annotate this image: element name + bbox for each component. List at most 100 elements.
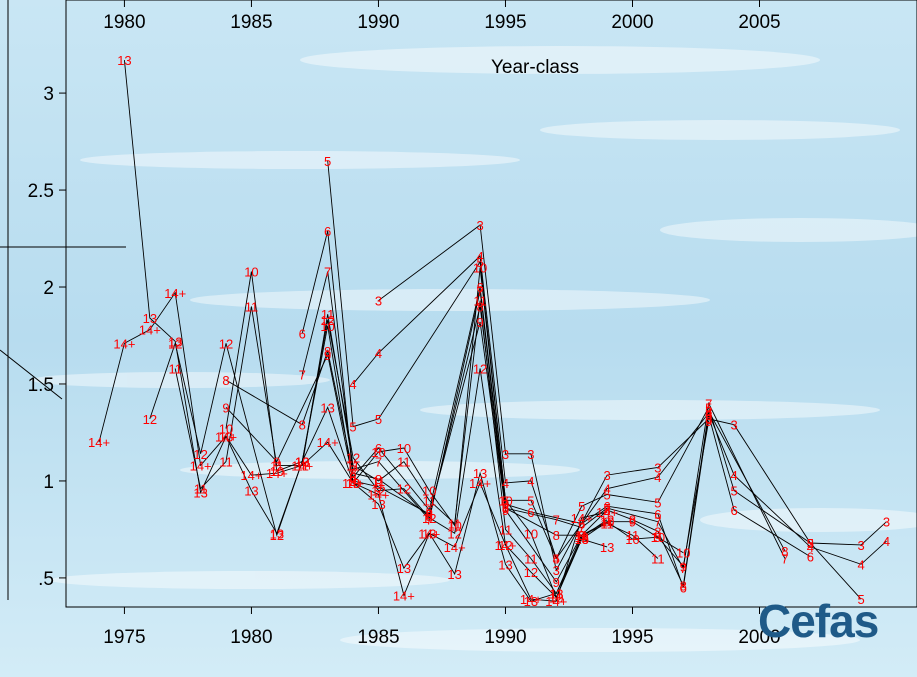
top-tick-label: 1995 [484,12,526,33]
y-tick-label: 2 [43,278,54,299]
point-label: 11 [245,299,259,314]
point-label: 14+ [317,435,339,450]
series-line-9 [225,321,710,583]
y-tick-label: 1 [43,472,54,493]
point-label: 14+ [215,429,237,444]
point-label: 14+ [190,458,212,473]
point-label: 5 [603,488,610,503]
point-label: 11 [346,458,360,473]
point-label: 9 [273,455,280,470]
series-line-3 [378,224,887,572]
point-label: 11 [473,294,487,309]
point-label: 12 [473,361,487,376]
point-label: 12 [346,451,360,466]
point-label: 4 [807,540,814,555]
point-label: 10 [498,493,512,508]
point-label: 4 [654,470,661,485]
point-label: 8 [629,513,636,528]
point-label: 12 [193,447,207,462]
point-label: 3 [527,447,534,462]
point-label: 9 [629,515,636,530]
point-label: 10 [549,590,563,605]
point-label: 9 [324,348,331,363]
point-label: 6 [349,470,356,485]
point-label: 3 [883,515,890,530]
point-label: 7 [603,501,610,516]
point-label: 4 [476,249,483,264]
series-line-4 [352,255,887,565]
point-label: 6 [730,503,737,518]
point-label: 3 [502,447,509,462]
point-label: 4 [553,552,560,567]
point-label: 4 [857,557,864,572]
point-label: 14+ [418,526,440,541]
point-label: 7 [578,520,585,535]
point-label: 10 [346,476,360,491]
point-label: 6 [578,517,585,532]
point-label: 7 [324,265,331,280]
point-label: 14+ [393,588,415,603]
point-label: 5 [654,495,661,510]
y-tick-label: .5 [38,569,54,590]
y-tick-label: 1.5 [28,375,54,396]
point-label: 14+ [291,458,313,473]
point-label: 5 [730,484,737,499]
point-label: 4 [375,346,382,361]
point-label: 5 [349,420,356,435]
x-tick-label: 1985 [357,627,399,648]
point-label: 14+ [571,511,593,526]
cefas-logo: Cefas [758,595,879,647]
point-label: 9 [375,480,382,495]
point-label: 5 [705,400,712,415]
point-label: 11 [626,528,640,543]
point-label: 8 [781,544,788,559]
point-label: 11 [168,361,182,376]
point-label: 5 [502,493,509,508]
point-label: 14+ [469,476,491,491]
point-label: 11 [397,455,411,470]
point-label: 9 [578,528,585,543]
x-tick-label: 1990 [484,627,526,648]
point-label: 14+ [494,538,516,553]
point-label: 10 [371,445,385,460]
point-label: 8 [553,528,560,543]
point-label: 11 [270,458,284,473]
point-label: 13 [346,476,360,491]
point-label: 12 [422,511,436,526]
point-label: 11 [194,482,208,497]
point-label: 8 [578,528,585,543]
point-label: 12 [447,526,461,541]
point-label: 4 [502,476,509,491]
point-label: 11 [524,552,538,567]
x-tick-label: 1980 [230,627,272,648]
point-label: 6 [502,497,509,512]
point-label: 10 [270,464,284,479]
point-label: 11 [448,517,462,532]
point-label: 12 [524,565,538,580]
point-label: 7 [705,396,712,411]
point-label: 12 [549,590,563,605]
point-label: 13 [143,311,157,326]
point-label: 10 [397,441,411,456]
point-label: 12 [498,538,512,553]
point-label: 10 [295,455,309,470]
point-label: 10 [524,526,538,541]
point-label: 4 [883,534,890,549]
point-label: 10 [422,484,436,499]
point-label: 13 [524,594,538,609]
point-label: 5 [807,536,814,551]
point-label: 11 [550,586,564,601]
point-label: 3 [807,536,814,551]
point-label: 13 [270,526,284,541]
point-label: 13 [117,53,131,68]
point-label: 9 [426,507,433,522]
point-label: 7 [680,561,687,576]
point-label: 8 [349,466,356,481]
point-label: 6 [299,327,306,342]
top-tick-label: 2005 [738,12,780,33]
point-label: 11 [295,458,309,473]
point-label: 6 [426,503,433,518]
